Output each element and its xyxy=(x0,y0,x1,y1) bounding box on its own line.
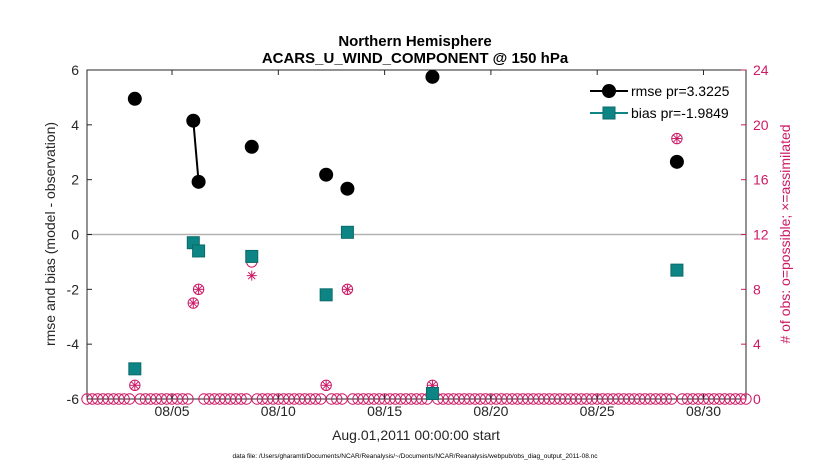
obs-possible-marker xyxy=(235,393,247,405)
chart-title: Northern Hemisphere xyxy=(338,33,491,50)
y-tick-label: 4 xyxy=(71,117,79,133)
y2-tick-label: 12 xyxy=(753,227,769,243)
legend: rmse pr=3.3225 bias pr=-1.9849 xyxy=(584,79,740,123)
obs-assimilated-marker xyxy=(342,284,353,295)
rmse-point xyxy=(319,167,334,182)
y2-tick-label: 24 xyxy=(753,62,769,78)
rmse-point xyxy=(244,139,259,154)
obs-assimilated-marker xyxy=(671,133,682,144)
y-axis-label: rmse and bias (model - observation) xyxy=(42,122,58,346)
x-tick-label: 08/30 xyxy=(686,403,721,419)
bias-point xyxy=(425,387,439,401)
x-tick-label: 08/15 xyxy=(367,403,402,419)
x-tick-label: 08/20 xyxy=(473,403,508,419)
y2-tick-label: 20 xyxy=(753,117,769,133)
bias-point xyxy=(192,244,206,258)
legend-rmse-marker xyxy=(602,84,616,98)
footer-data-file: data file: /Users/gharamti/Documents/NCA… xyxy=(233,453,599,460)
series-layer xyxy=(127,69,684,401)
obs-count-layer xyxy=(81,132,752,405)
bias-point xyxy=(128,362,142,376)
obs-assimilated-marker xyxy=(193,284,204,295)
y2-tick-label: 0 xyxy=(753,391,761,407)
x-axis-label: Aug.01,2011 00:00:00 start xyxy=(332,427,500,443)
obs-possible-marker xyxy=(660,393,672,405)
rmse-point xyxy=(340,181,355,196)
rmse-point xyxy=(186,113,201,128)
obs-possible-marker xyxy=(129,379,141,391)
legend-bias-label: bias pr=-1.9849 xyxy=(631,105,729,121)
rmse-point xyxy=(127,91,142,106)
y2-axis-label: # of obs: o=possible; ×=assimilated xyxy=(777,124,793,343)
y-tick-label: -2 xyxy=(67,281,80,297)
obs-possible-marker xyxy=(176,393,189,405)
obs-assimilated-marker xyxy=(321,380,332,391)
x-tick-label: 08/10 xyxy=(261,403,296,419)
obs-possible-marker xyxy=(331,393,343,405)
obs-possible-marker xyxy=(341,283,354,296)
axis-ticks-layer: 08/05 08/10 08/15 08/20 08/25 08/30-6-4-20246… xyxy=(67,62,769,419)
obs-possible-marker xyxy=(182,393,194,405)
y-tick-label: 6 xyxy=(71,62,79,78)
y2-tick-label: 16 xyxy=(753,172,769,188)
bias-point xyxy=(245,249,259,263)
y2-tick-label: 8 xyxy=(753,281,761,297)
obs-assimilated-marker xyxy=(129,380,140,391)
chart-subtitle: ACARS_U_WIND_COMPONENT @ 150 hPa xyxy=(262,50,569,67)
rmse-point xyxy=(191,174,206,189)
bias-point xyxy=(340,225,354,239)
rmse-point xyxy=(669,154,684,169)
y-tick-label: -6 xyxy=(67,391,80,407)
obs-possible-marker xyxy=(671,132,683,145)
y2-tick-label: 4 xyxy=(753,336,761,352)
obs-possible-marker xyxy=(740,393,752,405)
y-tick-label: 2 xyxy=(71,172,79,188)
bias-point xyxy=(319,288,333,302)
legend-rmse-label: rmse pr=3.3225 xyxy=(631,83,730,99)
bias-point xyxy=(670,263,684,277)
x-tick-label: 08/25 xyxy=(580,403,615,419)
obs-possible-marker xyxy=(192,283,205,296)
obs-assimilated-marker xyxy=(188,298,199,309)
legend-bias-marker xyxy=(602,106,616,120)
obs-assimilated-marker xyxy=(246,270,257,281)
obs-possible-marker xyxy=(187,297,199,309)
x-tick-label: 08/05 xyxy=(155,403,190,419)
rmse-point xyxy=(425,69,440,84)
rmse-line-segment xyxy=(192,120,200,182)
obs-possible-marker xyxy=(118,393,130,405)
obs-possible-marker xyxy=(309,393,322,405)
y-tick-label: 0 xyxy=(71,227,79,243)
y-tick-label: -4 xyxy=(67,336,80,352)
obs-possible-marker xyxy=(320,379,332,391)
